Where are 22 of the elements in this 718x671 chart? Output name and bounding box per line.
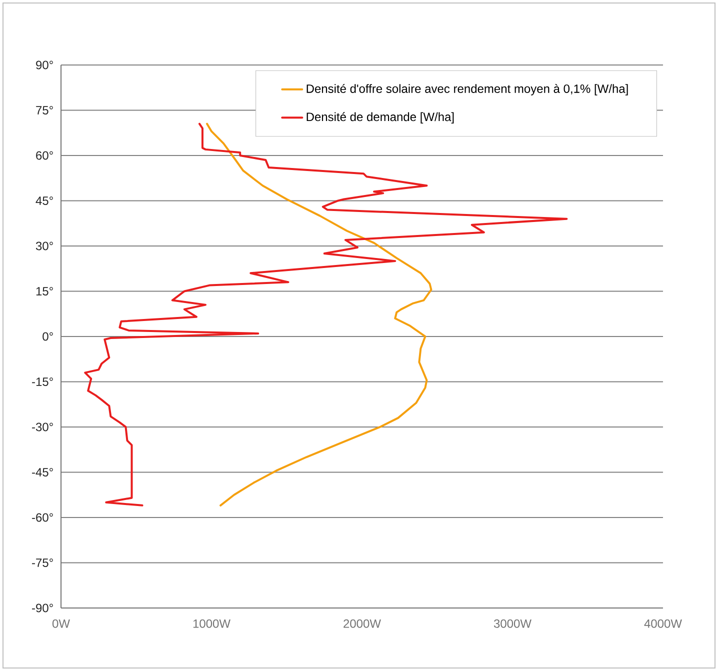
y-tick-label: 30° xyxy=(36,242,53,250)
y-tick-label: 60° xyxy=(36,151,53,160)
x-tick-label: 4000W xyxy=(644,619,682,628)
y-tick-label: 45° xyxy=(36,196,53,205)
legend-label: Densité d'offre solaire avec rendement moyen à 0,1% [W/ha] xyxy=(306,84,628,96)
x-tick-label: 0W xyxy=(52,619,70,628)
y-tick-label: -75° xyxy=(32,558,53,567)
y-tick-label: -30° xyxy=(32,422,53,432)
y-tick-label: 0° xyxy=(42,332,53,341)
line-series xyxy=(206,122,432,506)
y-tick-label: 15° xyxy=(36,286,53,296)
line-series xyxy=(84,122,568,506)
legend-label: Densité de demande [W/ha] xyxy=(306,112,454,124)
y-tick-label: -15° xyxy=(32,377,53,386)
y-tick-label: -45° xyxy=(32,468,53,476)
y-tick-label: 90° xyxy=(36,60,53,70)
x-tick-label: 1000W xyxy=(193,619,230,628)
x-tick-label: 2000W xyxy=(344,619,381,628)
y-tick-label: -90° xyxy=(32,604,53,612)
x-tick-label: 3000W xyxy=(494,619,532,628)
y-tick-label: -60° xyxy=(32,513,53,522)
y-tick-label: 75° xyxy=(36,106,53,114)
